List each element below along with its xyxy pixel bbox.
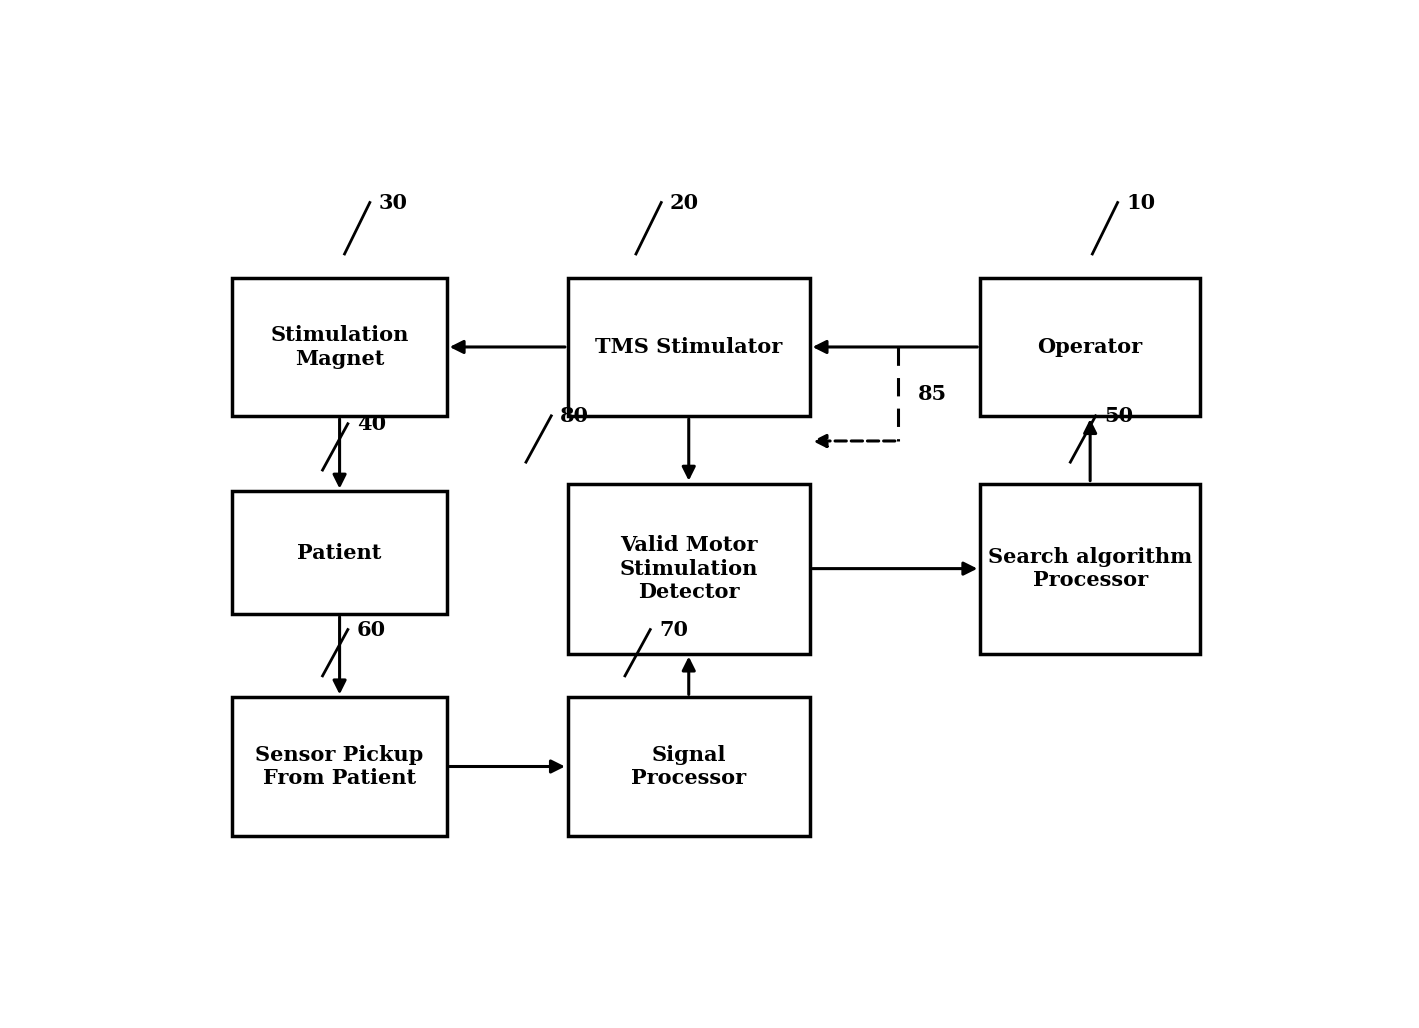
Text: Patient: Patient bbox=[298, 543, 382, 562]
Text: Operator: Operator bbox=[1037, 337, 1142, 357]
Text: 30: 30 bbox=[379, 192, 407, 213]
Bar bbox=[233, 278, 447, 416]
Bar bbox=[568, 697, 810, 836]
Bar bbox=[981, 483, 1200, 654]
Text: 10: 10 bbox=[1127, 192, 1155, 213]
Text: Signal
Processor: Signal Processor bbox=[631, 745, 746, 788]
Bar bbox=[568, 483, 810, 654]
Text: Sensor Pickup
From Patient: Sensor Pickup From Patient bbox=[255, 745, 424, 788]
Text: Stimulation
Magnet: Stimulation Magnet bbox=[271, 326, 409, 369]
Text: 80: 80 bbox=[561, 406, 589, 426]
Bar bbox=[568, 278, 810, 416]
Text: 20: 20 bbox=[670, 192, 700, 213]
Bar bbox=[981, 278, 1200, 416]
Text: 85: 85 bbox=[918, 384, 946, 404]
Bar bbox=[233, 491, 447, 614]
Text: 40: 40 bbox=[356, 413, 386, 434]
Text: Valid Motor
Stimulation
Detector: Valid Motor Stimulation Detector bbox=[620, 536, 758, 601]
Text: 60: 60 bbox=[356, 620, 386, 639]
Text: TMS Stimulator: TMS Stimulator bbox=[595, 337, 782, 357]
Text: Search algorithm
Processor: Search algorithm Processor bbox=[988, 547, 1192, 590]
Bar bbox=[233, 697, 447, 836]
Text: 50: 50 bbox=[1104, 406, 1134, 426]
Text: 70: 70 bbox=[658, 620, 688, 639]
